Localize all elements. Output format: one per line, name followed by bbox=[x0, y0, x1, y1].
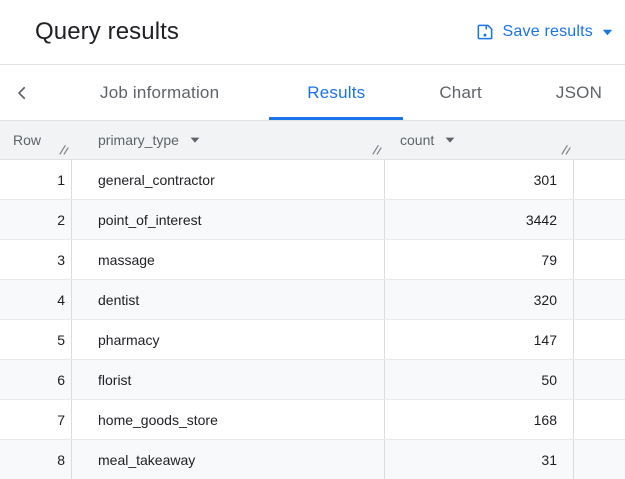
chevron-left-icon[interactable] bbox=[10, 65, 34, 120]
title-bar: Query results Save results bbox=[0, 0, 625, 65]
row-number-cell: 4 bbox=[0, 280, 72, 319]
row-spacer-cell bbox=[574, 200, 625, 239]
count-cell[interactable]: 79 bbox=[385, 240, 574, 279]
row-spacer-cell bbox=[574, 240, 625, 279]
column-resize-handle-icon[interactable] bbox=[57, 143, 70, 156]
tab-bar: Job information Results Chart JSON bbox=[0, 65, 625, 121]
primary-type-cell[interactable]: home_goods_store bbox=[72, 400, 385, 439]
table-row[interactable]: 5 pharmacy 147 bbox=[0, 320, 625, 360]
table-row[interactable]: 1 general_contractor 301 bbox=[0, 160, 625, 200]
count-cell[interactable]: 168 bbox=[385, 400, 574, 439]
column-resize-handle-icon[interactable] bbox=[559, 143, 572, 156]
sort-caret-icon[interactable] bbox=[445, 137, 455, 143]
table-header: Row primary_type count bbox=[0, 121, 625, 160]
page-title: Query results bbox=[35, 18, 180, 45]
row-spacer-cell bbox=[574, 400, 625, 439]
row-spacer-cell bbox=[574, 280, 625, 319]
primary-type-cell[interactable]: dentist bbox=[72, 280, 385, 319]
row-number-cell: 6 bbox=[0, 360, 72, 399]
table-row[interactable]: 7 home_goods_store 168 bbox=[0, 400, 625, 440]
save-results-button[interactable]: Save results bbox=[476, 23, 613, 41]
primary-type-cell[interactable]: meal_takeaway bbox=[72, 440, 385, 479]
tab-json[interactable]: JSON bbox=[556, 65, 602, 120]
row-number-cell: 5 bbox=[0, 320, 72, 359]
column-resize-handle-icon[interactable] bbox=[370, 143, 383, 156]
column-header-primary-type-label: primary_type bbox=[98, 132, 179, 148]
primary-type-cell[interactable]: general_contractor bbox=[72, 160, 385, 199]
table-body: 1 general_contractor 301 2 point_of_inte… bbox=[0, 160, 625, 479]
row-number-cell: 8 bbox=[0, 440, 72, 479]
tab-results[interactable]: Results bbox=[269, 65, 404, 120]
table-row[interactable]: 3 massage 79 bbox=[0, 240, 625, 280]
caret-down-icon bbox=[602, 29, 613, 36]
row-number-cell: 2 bbox=[0, 200, 72, 239]
column-header-count[interactable]: count bbox=[385, 121, 574, 159]
row-spacer-cell bbox=[574, 320, 625, 359]
column-header-spacer bbox=[574, 121, 625, 159]
primary-type-cell[interactable]: pharmacy bbox=[72, 320, 385, 359]
table-row[interactable]: 8 meal_takeaway 31 bbox=[0, 440, 625, 479]
count-cell[interactable]: 31 bbox=[385, 440, 574, 479]
row-spacer-cell bbox=[574, 440, 625, 479]
tab-job-information[interactable]: Job information bbox=[100, 65, 219, 120]
primary-type-cell[interactable]: point_of_interest bbox=[72, 200, 385, 239]
count-cell[interactable]: 50 bbox=[385, 360, 574, 399]
table-row[interactable]: 4 dentist 320 bbox=[0, 280, 625, 320]
row-number-cell: 7 bbox=[0, 400, 72, 439]
column-header-row[interactable]: Row bbox=[0, 121, 72, 159]
table-row[interactable]: 6 florist 50 bbox=[0, 360, 625, 400]
row-number-cell: 3 bbox=[0, 240, 72, 279]
count-cell[interactable]: 301 bbox=[385, 160, 574, 199]
save-icon bbox=[476, 23, 494, 41]
row-spacer-cell bbox=[574, 360, 625, 399]
table-row[interactable]: 2 point_of_interest 3442 bbox=[0, 200, 625, 240]
column-header-count-label: count bbox=[400, 132, 435, 148]
count-cell[interactable]: 320 bbox=[385, 280, 574, 319]
tab-chart[interactable]: Chart bbox=[439, 65, 482, 120]
primary-type-cell[interactable]: florist bbox=[72, 360, 385, 399]
sort-caret-icon[interactable] bbox=[190, 137, 200, 143]
count-cell[interactable]: 3442 bbox=[385, 200, 574, 239]
column-header-row-label: Row bbox=[13, 132, 42, 148]
row-spacer-cell bbox=[574, 160, 625, 199]
primary-type-cell[interactable]: massage bbox=[72, 240, 385, 279]
count-cell[interactable]: 147 bbox=[385, 320, 574, 359]
save-results-label: Save results bbox=[502, 23, 593, 40]
column-header-primary-type[interactable]: primary_type bbox=[72, 121, 385, 159]
row-number-cell: 1 bbox=[0, 160, 72, 199]
